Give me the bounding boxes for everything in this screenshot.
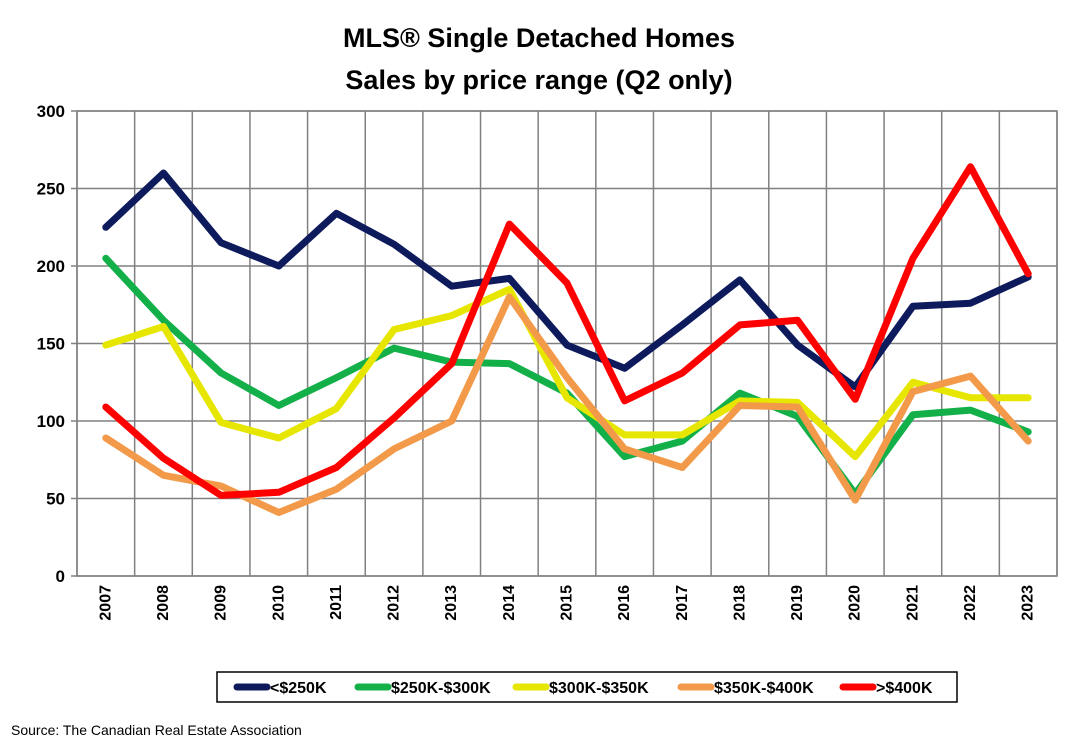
legend-label: $350K-$400K (714, 680, 814, 697)
x-tick-label: 2010 (270, 585, 287, 621)
y-tick-label: 200 (37, 257, 65, 276)
chart-subtitle: Sales by price range (Q2 only) (345, 65, 732, 95)
x-tick-label: 2007 (97, 585, 114, 621)
x-tick-label: 2022 (962, 585, 979, 621)
x-tick-label: 2023 (1020, 585, 1037, 621)
legend-label: $300K-$350K (549, 680, 649, 697)
y-tick-label: 0 (56, 567, 65, 586)
legend-box (216, 671, 958, 703)
plot-frame (76, 110, 1058, 577)
source-note: Source: The Canadian Real Estate Associa… (11, 722, 302, 738)
y-tick-label: 50 (46, 490, 65, 509)
legend-label: >$400K (876, 680, 933, 697)
x-tick-label: 2012 (386, 585, 403, 621)
x-tick-label: 2014 (501, 585, 518, 621)
chart-title: MLS® Single Detached Homes (343, 23, 735, 53)
axis-ticks: 0 50 100 150 200 250 300 2007 2008 2009 2010 2011 20… (37, 102, 1037, 621)
x-tick-label: 2018 (731, 585, 748, 621)
legend-label: <$250K (270, 680, 327, 697)
x-tick-label: 2016 (616, 585, 633, 621)
x-tick-label: 2015 (559, 585, 576, 621)
x-tick-label: 2021 (904, 585, 921, 621)
y-tick-label: 150 (37, 335, 65, 354)
series-lines (102, 163, 1032, 516)
x-tick-label: 2009 (213, 585, 230, 621)
x-tick-label: 2020 (847, 585, 864, 621)
series-line (102, 293, 1032, 516)
x-tick-label: 2017 (674, 585, 691, 621)
x-tick-label: 2008 (155, 585, 172, 621)
y-tick-label: 100 (37, 412, 65, 431)
y-tick-label: 250 (37, 180, 65, 199)
legend-label: $250K-$300K (391, 680, 491, 697)
x-tick-label: 2011 (328, 585, 345, 620)
x-tick-label: 2019 (789, 585, 806, 621)
series-line (102, 285, 1032, 461)
series-line (102, 163, 1032, 499)
y-tick-label: 300 (37, 102, 65, 121)
legend: <$250K $250K-$300K $300K-$350K $350K-$400K >… (216, 671, 958, 703)
x-tick-label: 2013 (443, 585, 460, 621)
